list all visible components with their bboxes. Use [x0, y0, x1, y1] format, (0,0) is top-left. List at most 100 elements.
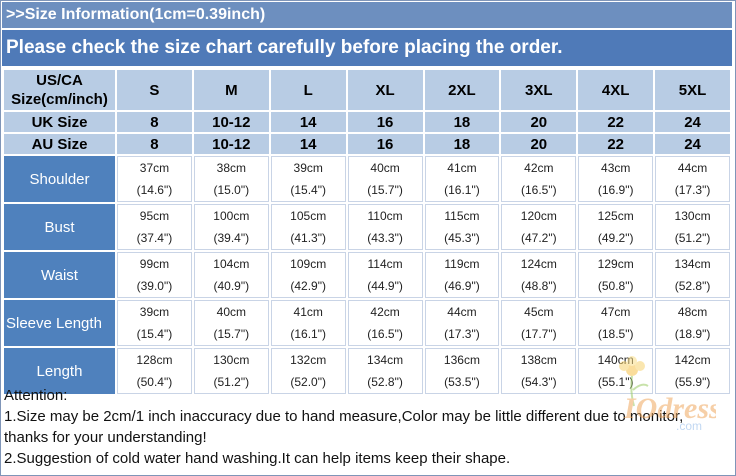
- inch-value: (52.8"): [367, 375, 403, 389]
- cm-value: 47cm: [601, 305, 631, 319]
- inch-value: (39.4"): [213, 231, 250, 245]
- measurement-cell: 124cm (48.8"): [501, 252, 577, 298]
- au-size-value: 18: [424, 134, 500, 154]
- cm-value: 37cm: [139, 161, 170, 175]
- cm-value: 42cm: [524, 161, 554, 175]
- measurement-label: Waist: [4, 252, 115, 298]
- cm-value: 119cm: [444, 257, 480, 271]
- uk-size-value: 14: [270, 112, 346, 132]
- measurement-cell: 42cm (16.5"): [347, 300, 423, 346]
- measurement-cell: 48cm (18.9"): [655, 300, 730, 346]
- size-header-2: L: [270, 70, 346, 110]
- inch-value: (55.9"): [674, 375, 711, 389]
- iodress-watermark-logo: IOdress .com: [619, 356, 716, 432]
- measurement-cell: 120cm (47.2"): [501, 204, 577, 250]
- attention-title: Attention:: [4, 387, 68, 404]
- measurement-cell: 100cm (39.4"): [193, 204, 269, 250]
- measurement-label: Length: [4, 348, 115, 394]
- cm-value: 99cm: [139, 257, 170, 271]
- inch-value: (52.0"): [290, 375, 326, 389]
- size-header-6: 4XL: [578, 70, 654, 110]
- au-size-value: 14: [270, 134, 346, 154]
- au-size-value: 24: [655, 134, 730, 154]
- corner-label-text: US/CA Size(cm/inch): [11, 72, 108, 108]
- uk-size-value: 10-12: [193, 112, 269, 132]
- inch-value: (18.5"): [597, 327, 634, 341]
- cm-value: 109cm: [290, 257, 327, 271]
- cm-value: 39cm: [293, 161, 323, 175]
- attention-line-1: 1.Size may be 2cm/1 inch inaccuracy due …: [4, 408, 684, 425]
- inch-value: (53.5"): [444, 375, 480, 389]
- cm-value: 100cm: [213, 209, 250, 223]
- measurement-cell: 44cm (17.3"): [424, 300, 500, 346]
- measurement-cell: 95cm (37.4"): [117, 204, 192, 250]
- measurement-cell: 104cm (40.9"): [193, 252, 269, 298]
- inch-value: (54.3"): [521, 375, 557, 389]
- measurement-cell: 130cm (51.2"): [655, 204, 730, 250]
- cm-value: 44cm: [677, 161, 708, 175]
- uk-size-value: 20: [501, 112, 577, 132]
- measurement-cell: 125cm (49.2"): [578, 204, 654, 250]
- inch-value: (17.7"): [521, 327, 557, 341]
- inch-value: (43.3"): [367, 231, 403, 245]
- cm-value: 138cm: [520, 353, 557, 367]
- uk-size-value: 24: [655, 112, 730, 132]
- measurement-label: Bust: [4, 204, 115, 250]
- cm-value: 43cm: [601, 161, 631, 175]
- cm-value: 110cm: [367, 209, 403, 223]
- measurement-cell: 41cm (16.1"): [270, 300, 346, 346]
- inch-value: (15.4"): [290, 183, 326, 197]
- size-header-7: 5XL: [655, 70, 730, 110]
- measurement-cell: 40cm (15.7"): [193, 300, 269, 346]
- size-chart-notice: Please check the size chart carefully be…: [2, 30, 732, 66]
- measurement-label: Shoulder: [4, 156, 115, 202]
- measurement-cell: 114cm (44.9"): [347, 252, 423, 298]
- inch-value: (48.8"): [521, 279, 557, 293]
- attention-line-3: 2.Suggestion of cold water hand washing.…: [4, 450, 511, 467]
- inch-value: (42.9"): [290, 279, 326, 293]
- size-info-title: >>Size Information(1cm=0.39inch): [2, 2, 732, 28]
- measurement-cell: 109cm (42.9"): [270, 252, 346, 298]
- uk-size-value: 22: [578, 112, 654, 132]
- inch-value: (45.3"): [444, 231, 480, 245]
- inch-value: (50.4"): [136, 375, 173, 389]
- measurement-cell: 44cm (17.3"): [655, 156, 730, 202]
- cm-value: 105cm: [290, 209, 327, 223]
- cm-value: 132cm: [290, 353, 327, 367]
- inch-value: (39.0"): [136, 279, 173, 293]
- measurement-cell: 130cm (51.2"): [193, 348, 269, 394]
- measurement-cell: 132cm (52.0"): [270, 348, 346, 394]
- size-header-0: S: [117, 70, 192, 110]
- measurement-cell: 140cm (55.1"): [578, 348, 654, 394]
- cm-value: 41cm: [293, 305, 323, 319]
- inch-value: (51.2"): [213, 375, 250, 389]
- measurement-cell: 128cm (50.4"): [117, 348, 192, 394]
- inch-value: (15.0"): [213, 183, 250, 197]
- cm-value: 115cm: [444, 209, 480, 223]
- inch-value: (18.9"): [674, 327, 711, 341]
- inch-value: (47.2"): [521, 231, 557, 245]
- inch-value: (16.1"): [290, 327, 326, 341]
- uk-size-value: 16: [347, 112, 423, 132]
- measurement-cell: 119cm (46.9"): [424, 252, 500, 298]
- cm-value: 40cm: [370, 161, 400, 175]
- cm-value: 134cm: [674, 257, 711, 271]
- size-corner-label: US/CA Size(cm/inch): [4, 70, 115, 110]
- measurement-cell: 47cm (18.5"): [578, 300, 654, 346]
- au-size-value: 22: [578, 134, 654, 154]
- inch-value: (50.8"): [597, 279, 634, 293]
- inch-value: (52.8"): [674, 279, 711, 293]
- measurement-cell: 39cm (15.4"): [270, 156, 346, 202]
- au-size-value: 20: [501, 134, 577, 154]
- size-header-1: M: [193, 70, 269, 110]
- au-size-value: 8: [117, 134, 192, 154]
- cm-value: 124cm: [520, 257, 557, 271]
- uk-size-value: 8: [117, 112, 192, 132]
- measurement-cell: 45cm (17.7"): [501, 300, 577, 346]
- inch-value: (51.2"): [674, 231, 711, 245]
- inch-value: (16.5"): [521, 183, 557, 197]
- inch-value: (41.3"): [290, 231, 326, 245]
- au-size-value: 16: [347, 134, 423, 154]
- cm-value: 44cm: [447, 305, 477, 319]
- inch-value: (14.6"): [136, 183, 173, 197]
